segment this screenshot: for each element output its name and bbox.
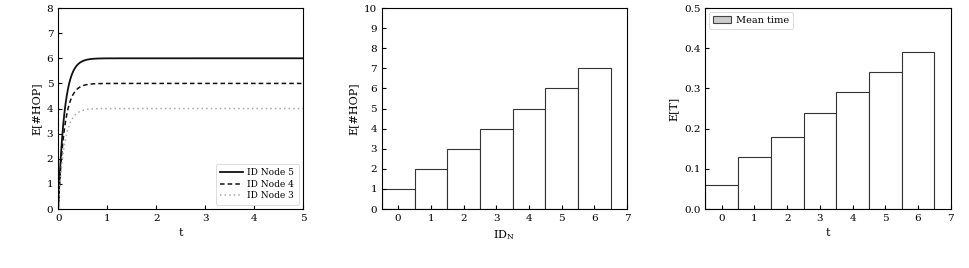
ID Node 3 <box>282 107 294 110</box>
ID Node 3 <box>65 120 77 123</box>
ID Node 4 <box>245 82 257 85</box>
Legend: Mean time: Mean time <box>708 12 792 29</box>
ID Node 5 <box>52 207 64 211</box>
Bar <box>802 113 835 209</box>
Bar <box>704 185 737 209</box>
Bar <box>447 149 480 209</box>
ID Node 5 <box>282 57 294 60</box>
ID Node 5 <box>165 57 176 60</box>
ID Node 5 <box>245 57 257 60</box>
Bar <box>868 72 900 209</box>
ID Node 5 <box>297 57 309 60</box>
ID Node 3 <box>297 107 309 110</box>
Bar <box>512 109 545 209</box>
ID Node 5 <box>290 57 301 60</box>
Y-axis label: E[#HOP]: E[#HOP] <box>348 82 358 135</box>
Legend: ID Node 5, ID Node 4, ID Node 3: ID Node 5, ID Node 4, ID Node 3 <box>215 164 298 204</box>
ID Node 3 <box>172 107 183 110</box>
X-axis label: ID$_\mathregular{N}$: ID$_\mathregular{N}$ <box>493 228 515 242</box>
ID Node 5 <box>65 76 77 80</box>
ID Node 4 <box>172 82 183 85</box>
Line: ID Node 4: ID Node 4 <box>58 83 303 209</box>
Bar <box>770 137 802 209</box>
ID Node 3 <box>165 107 176 110</box>
X-axis label: t: t <box>825 228 829 239</box>
Bar <box>578 68 610 209</box>
ID Node 4 <box>282 82 294 85</box>
ID Node 4 <box>52 207 64 211</box>
Bar <box>545 88 578 209</box>
ID Node 3 <box>290 107 301 110</box>
Bar <box>737 157 770 209</box>
Line: ID Node 3: ID Node 3 <box>58 109 303 209</box>
ID Node 4 <box>290 82 301 85</box>
Y-axis label: E[T]: E[T] <box>668 96 678 121</box>
Bar <box>382 189 414 209</box>
ID Node 3 <box>52 207 64 211</box>
ID Node 5 <box>291 57 302 60</box>
X-axis label: t: t <box>178 228 183 239</box>
Line: ID Node 5: ID Node 5 <box>58 58 303 209</box>
ID Node 4 <box>291 82 302 85</box>
Bar <box>414 169 447 209</box>
Y-axis label: E[#HOP]: E[#HOP] <box>31 82 41 135</box>
Bar <box>900 52 933 209</box>
ID Node 4 <box>165 82 176 85</box>
ID Node 5 <box>172 57 183 60</box>
ID Node 3 <box>291 107 302 110</box>
Bar <box>835 92 868 209</box>
ID Node 4 <box>297 82 309 85</box>
Bar <box>480 129 512 209</box>
ID Node 3 <box>245 107 257 110</box>
ID Node 4 <box>65 98 77 101</box>
